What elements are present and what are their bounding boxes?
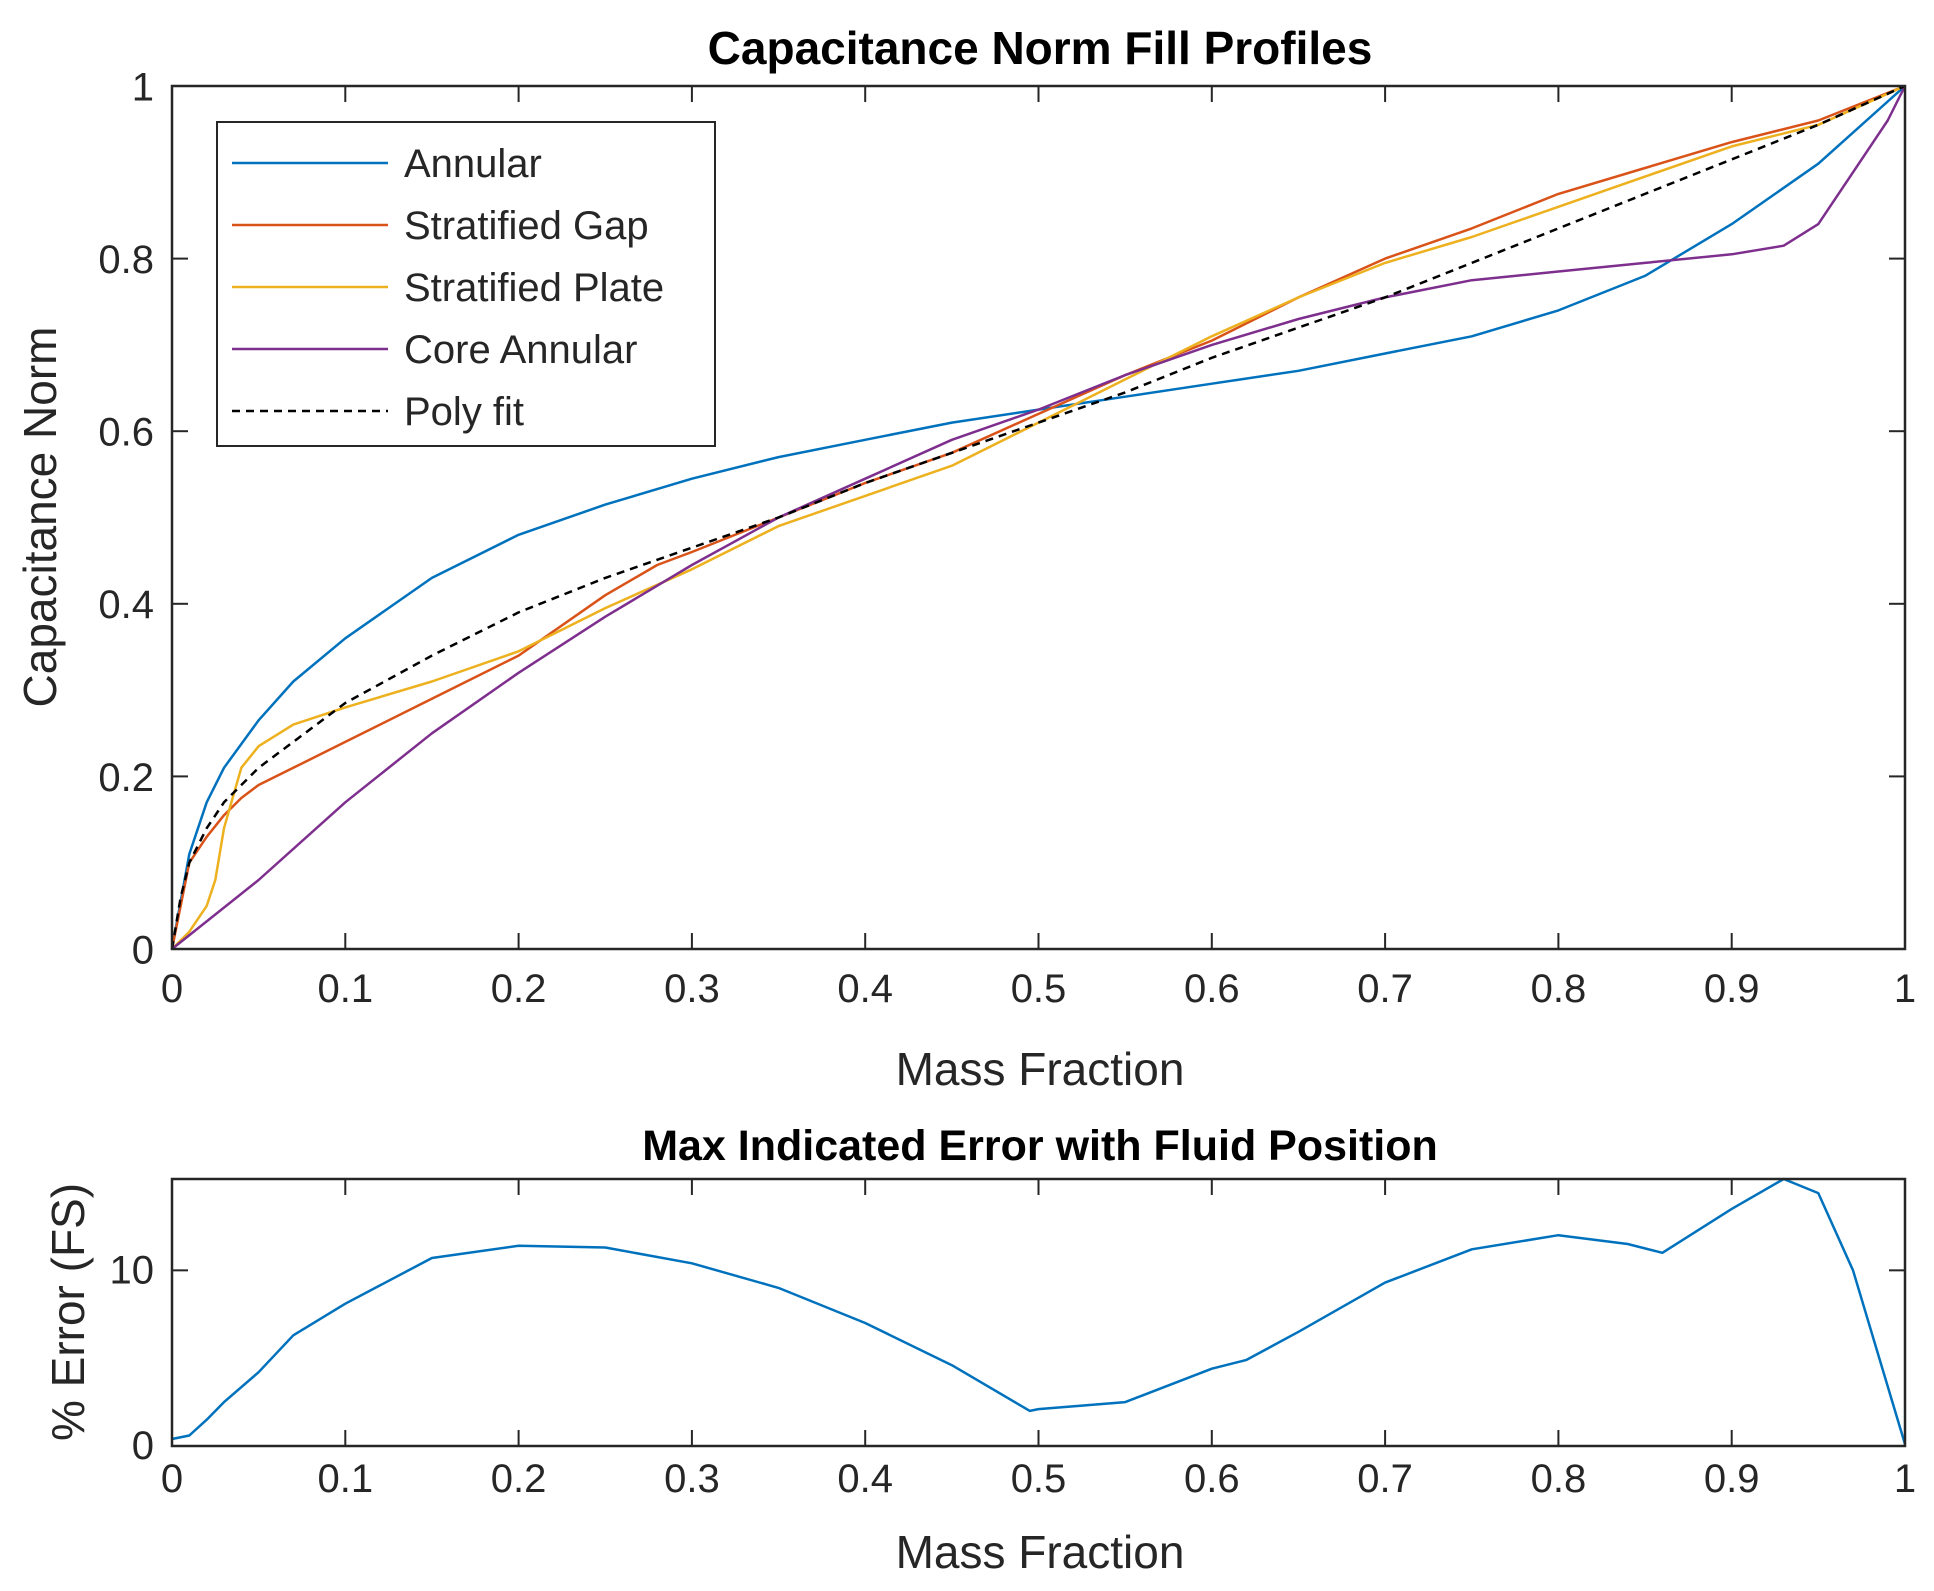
x-tick-label: 0.7 xyxy=(1357,1457,1413,1501)
x-tick-label: 0.1 xyxy=(317,967,373,1011)
series-line-stratified-plate xyxy=(171,84,1906,950)
x-tick-label: 0.9 xyxy=(1704,1457,1760,1501)
series-line-poly-fit xyxy=(170,84,1906,950)
x-tick-label: 0.5 xyxy=(1011,967,1067,1011)
series-line-annular xyxy=(170,85,1906,950)
x-axis-label: Mass Fraction xyxy=(896,1043,1185,1095)
series-line-core-annular xyxy=(171,85,1907,950)
x-tick-label: 0.3 xyxy=(664,1457,720,1501)
x-tick-label: 0.6 xyxy=(1184,1457,1240,1501)
x-tick-label: 0.4 xyxy=(837,1457,893,1501)
legend-box xyxy=(216,121,716,447)
y-tick-label: 0.4 xyxy=(98,583,154,627)
series-group xyxy=(171,1177,1907,1445)
y-axis-ticks: 0 0.2 0.4 0.6 0.8 1 xyxy=(98,65,1905,972)
y-tick-label: 0.8 xyxy=(98,238,154,282)
legend-label-core-annular: Core Annular xyxy=(404,328,637,372)
x-tick-label: 0.6 xyxy=(1184,967,1240,1011)
capacitance-chart: Capacitance Norm Fill Profiles 0 0.1 0.2 0.… xyxy=(14,22,1916,1095)
x-tick-label: 0.2 xyxy=(491,967,547,1011)
x-tick-label: 1 xyxy=(1894,967,1916,1011)
x-tick-label: 0.4 xyxy=(837,967,893,1011)
y-axis-label: % Error (FS) xyxy=(42,1183,94,1441)
y-tick-label: 10 xyxy=(110,1248,155,1292)
legend-label-poly-fit: Poly fit xyxy=(404,390,524,434)
x-tick-label: 0.2 xyxy=(491,1457,547,1501)
x-tick-label: 0.1 xyxy=(317,1457,373,1501)
chart-title: Max Indicated Error with Fluid Position xyxy=(642,1122,1438,1170)
x-axis-label: Mass Fraction xyxy=(896,1526,1185,1578)
x-tick-label: 0.8 xyxy=(1531,967,1587,1011)
y-tick-label: 1 xyxy=(132,65,154,109)
x-tick-label: 1 xyxy=(1894,1457,1916,1501)
x-tick-label: 0.8 xyxy=(1531,1457,1587,1501)
y-axis-ticks: 0 10 xyxy=(110,1248,1905,1468)
y-axis-label: Capacitance Norm xyxy=(14,327,66,708)
y-tick-label: 0 xyxy=(132,1424,154,1468)
plot-area-frame xyxy=(170,1177,1907,1448)
x-tick-label: 0.5 xyxy=(1011,1457,1067,1501)
legend-label-stratified-gap: Stratified Gap xyxy=(404,204,649,248)
y-tick-label: 0.6 xyxy=(98,411,154,455)
legend-entries xyxy=(232,161,388,413)
error-chart: Max Indicated Error with Fluid Position … xyxy=(42,1122,1916,1578)
x-tick-label: 0 xyxy=(161,967,183,1011)
legend-label-annular: Annular xyxy=(404,142,542,186)
x-tick-label: 0.9 xyxy=(1704,967,1760,1011)
chart-title: Capacitance Norm Fill Profiles xyxy=(708,22,1373,74)
x-axis-ticks: 0 0.1 0.2 0.3 0.4 0.5 0.6 0.7 0.8 0.9 1 xyxy=(161,1179,1916,1501)
x-tick-label: 0.3 xyxy=(664,967,720,1011)
x-tick-label: 0 xyxy=(161,1457,183,1501)
legend-label-stratified-plate: Stratified Plate xyxy=(404,266,664,310)
legend: Annular Stratified Gap Stratified Plate … xyxy=(216,121,716,447)
x-tick-label: 0.7 xyxy=(1357,967,1413,1011)
y-tick-label: 0 xyxy=(132,928,154,972)
series-line-max-indicated-error xyxy=(171,1177,1907,1445)
y-tick-label: 0.2 xyxy=(98,756,154,800)
series-group xyxy=(170,84,1907,950)
x-axis-ticks: 0 0.1 0.2 0.3 0.4 0.5 0.6 0.7 0.8 0.9 1 xyxy=(161,86,1916,1011)
